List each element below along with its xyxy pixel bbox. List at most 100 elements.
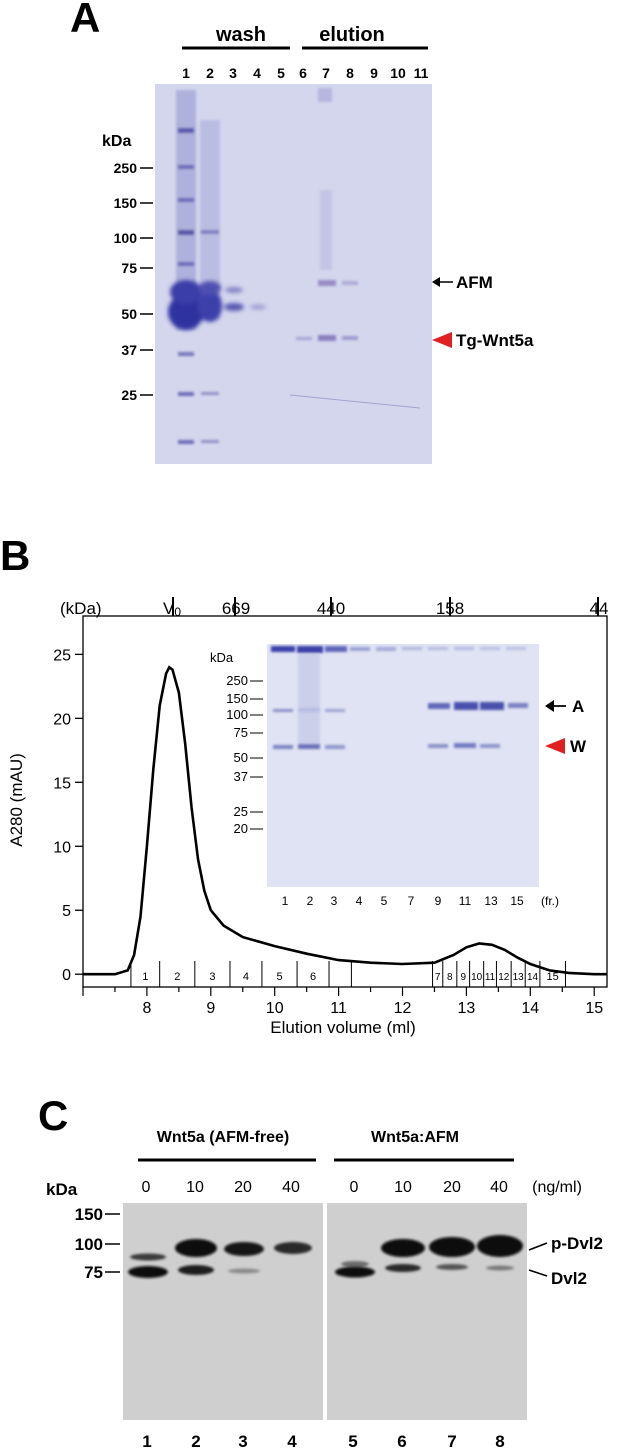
gel-a-lane-label: 1 bbox=[182, 65, 190, 81]
dose-label: 20 bbox=[443, 1179, 461, 1196]
group-label-wnt5a-afm: Wnt5a:AFM bbox=[371, 1129, 459, 1146]
fraction-label: 13 bbox=[513, 972, 525, 983]
inset-lane-label: 2 bbox=[307, 894, 314, 908]
x-tick-label: 8 bbox=[142, 1000, 151, 1017]
inset-band bbox=[325, 745, 345, 749]
y-tick-label: 25 bbox=[53, 647, 71, 664]
dose-labels: 0 10 20 40 0 10 20 40 (ng/ml) bbox=[142, 1179, 582, 1196]
gel-a-band bbox=[178, 230, 194, 235]
tg-wnt5a-annotation: Tg-Wnt5a bbox=[432, 331, 534, 350]
fraction-label: 5 bbox=[276, 971, 282, 983]
inset-band bbox=[480, 647, 500, 650]
gel-a-band bbox=[342, 336, 358, 340]
inset-lane-label: 15 bbox=[510, 894, 524, 908]
inset-band bbox=[297, 646, 323, 653]
y-axis-label: A280 (mAU) bbox=[7, 753, 26, 847]
blot-band bbox=[477, 1235, 523, 1257]
inset-band bbox=[428, 647, 448, 650]
blot-band bbox=[128, 1266, 168, 1278]
blot-band bbox=[178, 1265, 214, 1275]
dose-label: 0 bbox=[350, 1179, 359, 1196]
x-axis: 8 9 10 11 12 13 14 15 bbox=[82, 987, 603, 1017]
blot-bands bbox=[128, 1235, 523, 1278]
blot-left bbox=[123, 1203, 323, 1420]
dvl2-pointer bbox=[528, 1269, 548, 1277]
tg-wnt5a-label: Tg-Wnt5a bbox=[456, 331, 534, 350]
fraction-label: 2 bbox=[174, 971, 180, 983]
inset-band bbox=[454, 647, 474, 650]
fraction-label: 11 bbox=[485, 972, 496, 983]
group-label-afm-free: Wnt5a (AFM-free) bbox=[157, 1129, 289, 1146]
dose-label: 40 bbox=[282, 1179, 300, 1196]
fraction-label: 6 bbox=[310, 971, 316, 983]
inset-marker-label: 150 bbox=[226, 691, 248, 706]
inset-a-annotation: A bbox=[545, 697, 584, 716]
gel-a-band bbox=[225, 287, 243, 293]
inset-band bbox=[298, 654, 320, 744]
inset-lane-labels: 1 2 3 4 5 7 9 11 13 15 (fr.) bbox=[282, 894, 559, 908]
afm-annotation: AFM bbox=[432, 273, 493, 292]
gel-a-lane-labels: 1 2 3 4 5 6 7 8 9 10 11 bbox=[182, 65, 429, 81]
blot-lane-labels: 1 2 3 4 5 6 7 8 bbox=[142, 1432, 504, 1451]
western-blot bbox=[123, 1203, 527, 1420]
blot-lane-label: 8 bbox=[495, 1432, 504, 1451]
inset-kda-label: kDa bbox=[210, 650, 234, 665]
y-tick-label: 0 bbox=[62, 967, 71, 984]
blot-band bbox=[381, 1239, 425, 1257]
blot-lane-label: 5 bbox=[348, 1432, 357, 1451]
inset-marker-label: 250 bbox=[226, 673, 248, 688]
gel-a-lane-label: 11 bbox=[414, 65, 429, 81]
gel-a-bands bbox=[176, 88, 358, 444]
marker-label: 37 bbox=[121, 342, 137, 358]
gel-a-band bbox=[201, 392, 219, 395]
y-tick-label: 15 bbox=[53, 775, 71, 792]
blot-lane-label: 1 bbox=[142, 1432, 151, 1451]
fraction-label: 12 bbox=[498, 972, 510, 983]
inset-marker-label: 20 bbox=[234, 821, 248, 836]
fraction-label: 3 bbox=[209, 971, 215, 983]
gel-a-band bbox=[201, 230, 219, 234]
blot-lane-label: 7 bbox=[447, 1432, 456, 1451]
inset-band bbox=[428, 703, 450, 709]
y-axis: 0 5 10 15 20 25 bbox=[53, 647, 83, 984]
dose-label: 0 bbox=[142, 1179, 151, 1196]
x-tick-label: 13 bbox=[458, 1000, 476, 1017]
gel-a-lane-label: 6 bbox=[299, 65, 307, 81]
fraction-label: 7 bbox=[435, 972, 441, 983]
blot-lane-label: 4 bbox=[287, 1432, 297, 1451]
gel-a-band bbox=[318, 88, 332, 102]
inset-lane-label: 7 bbox=[408, 894, 415, 908]
blot-band bbox=[274, 1242, 312, 1254]
gel-a-lane-label: 8 bbox=[346, 65, 354, 81]
gel-a-band bbox=[178, 165, 194, 169]
top-axis-unit: (kDa) bbox=[60, 599, 102, 618]
inset-gel: kDa 250 150 100 75 50 37 25 20 1 bbox=[210, 644, 587, 908]
marker-label: 100 bbox=[75, 1235, 103, 1254]
gel-a-band bbox=[178, 392, 194, 396]
marker-label: 150 bbox=[114, 195, 138, 211]
y-tick-label: 5 bbox=[62, 903, 71, 920]
y-tick-label: 10 bbox=[53, 839, 71, 856]
p-dvl2-label: p-Dvl2 bbox=[551, 1234, 603, 1253]
gel-a-lane-label: 4 bbox=[253, 65, 261, 81]
inset-band bbox=[325, 646, 347, 652]
marker-label: 75 bbox=[84, 1263, 103, 1282]
arrow-left-icon bbox=[545, 700, 554, 712]
gel-a-lane-label: 10 bbox=[390, 65, 406, 81]
gel-a-band bbox=[199, 281, 221, 295]
x-tick-label: 15 bbox=[585, 1000, 603, 1017]
gel-a-band bbox=[178, 262, 194, 266]
gel-a-band bbox=[224, 303, 244, 311]
gel-a-lane-label: 7 bbox=[322, 65, 330, 81]
p-dvl2-pointer bbox=[528, 1242, 548, 1251]
gel-a-band bbox=[198, 290, 222, 322]
blot-band bbox=[335, 1266, 375, 1278]
blot-band bbox=[130, 1253, 166, 1261]
elution-label: elution bbox=[319, 24, 385, 46]
inset-band bbox=[376, 647, 396, 651]
fraction-label: 15 bbox=[547, 971, 559, 983]
dose-label: 40 bbox=[490, 1179, 508, 1196]
fraction-label: 8 bbox=[447, 972, 453, 983]
panel-c-letter: C bbox=[38, 1092, 68, 1139]
